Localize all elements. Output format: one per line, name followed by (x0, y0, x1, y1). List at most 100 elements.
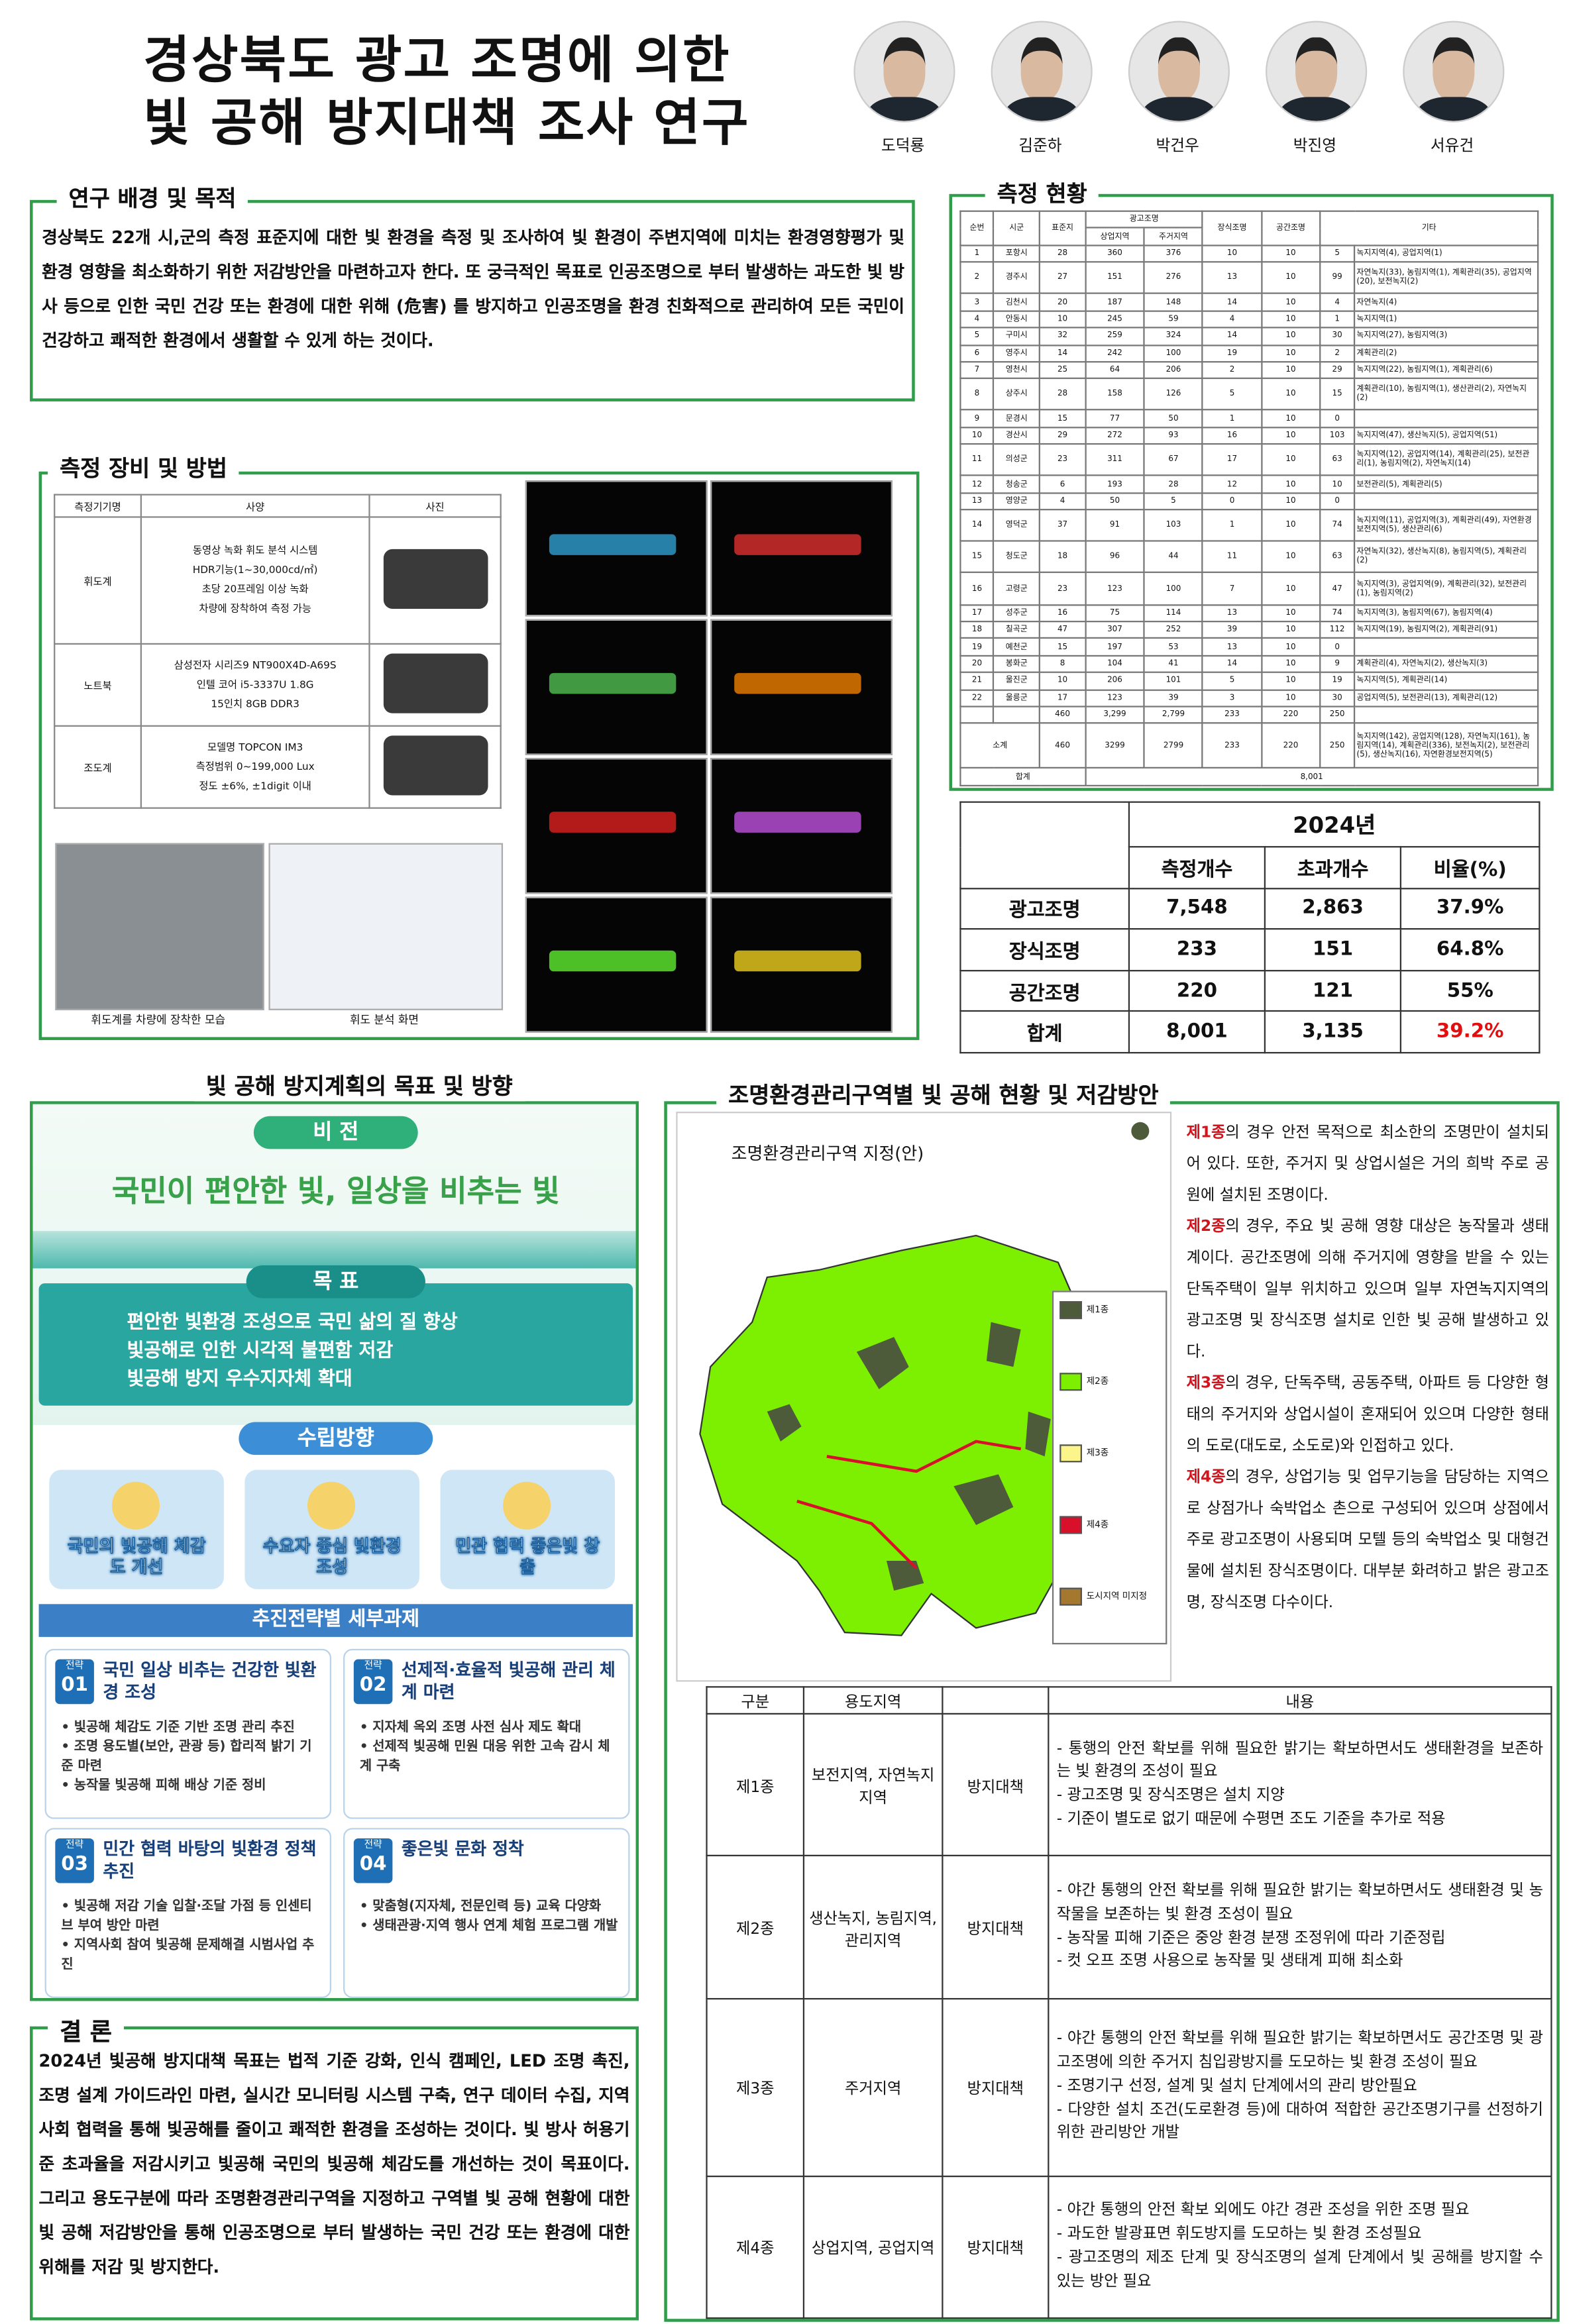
task-title: 국민 일상 비추는 건강한 빛환경 조성 (103, 1659, 317, 1703)
header-cell: 순번 (959, 210, 995, 246)
item: - 광고조명 및 장식조명은 설치 지양 (1056, 1786, 1285, 1805)
cell: 233 (1202, 706, 1262, 725)
cell: 4 (959, 309, 995, 329)
section-title: 연구 배경 및 목적 (56, 182, 248, 214)
cell: 25 (1038, 360, 1087, 380)
cell: 12 (959, 475, 995, 494)
cell: 영천시 (993, 360, 1041, 380)
legend-item: 제2종 (1059, 1373, 1109, 1391)
zone-label: 제3종 (1186, 1374, 1226, 1393)
cell: 50 (1085, 492, 1145, 511)
cell: 193 (1085, 475, 1145, 494)
zone-text: 의 경우 안전 목적으로 최소한의 조명만이 설치되어 있다. 또한, 주거지 … (1186, 1124, 1549, 1204)
cell: 8 (959, 378, 995, 411)
cell: 151 (1085, 261, 1145, 295)
item: - 통행의 안전 확보를 위해 필요한 밝기는 확보하면서도 생태환경을 보존하… (1056, 1739, 1543, 1781)
cell: 10 (1260, 360, 1321, 380)
zone-text: 의 경우, 상업기능 및 업무기능을 담당하는 지역으로 상점가나 숙박업소 촌… (1186, 1468, 1549, 1612)
photo (382, 653, 488, 713)
task-bullets: 빛공해 저감 기술 입찰·조달 가점 등 인센티브 부여 방안 마련지역사회 참… (61, 1898, 321, 1976)
task-no: 01 (61, 1674, 88, 1697)
zone-table: 구분 용도지역 내용 제1종 보전지역, 자연녹지지역 방지대책 - 통행의 안전 확보를 … (706, 1686, 1552, 2319)
cell: 187 (1085, 293, 1145, 312)
row: 22 울릉군 17 123 39 3 10 30 공업지역(5), 보전관리(13), 계획관리… (959, 688, 1539, 708)
cell: 9 (1319, 655, 1356, 674)
measurement-box (949, 193, 1554, 791)
cell: 상주시 (993, 378, 1041, 411)
cell: 14 (959, 509, 995, 543)
cell: 영덕군 (993, 509, 1041, 543)
item: - 기준이 별도로 없기 때문에 수평면 조도 기준을 추가로 적용 (1056, 1810, 1446, 1828)
caption: 휘도계를 차량에 장착한 모습 (91, 1013, 226, 1027)
cell: 3,299 (1085, 706, 1145, 725)
direction-text: 국민의 빛공해 체감도 개선 (67, 1535, 206, 1577)
row: 제1종 보전지역, 자연녹지지역 방지대책 - 통행의 안전 확보를 위해 필요한 밝… (706, 1713, 1552, 1857)
photo (710, 480, 893, 617)
map-title: 조명환경관리구역 지정(안) (731, 1143, 924, 1164)
header-row: 상업지역 주거지역 (960, 227, 1538, 246)
grand-total-row: 합계 8,001 (959, 767, 1539, 786)
task-label: 전략 (66, 1659, 84, 1671)
cell: 64.8% (1400, 928, 1541, 971)
task-title: 좋은빛 문화 정착 (401, 1838, 524, 1860)
header-cell: 용도지역 (802, 1686, 944, 1715)
city-band (32, 1231, 636, 1269)
header-cell: 공간조명 (1260, 210, 1321, 246)
specs: 모델명 TOPCON IM3 측정범위 0~199,000 Lux 정도 ±6%, … (140, 725, 370, 809)
legend-swatch (1059, 1587, 1082, 1606)
year: 2024년 (1128, 801, 1541, 848)
spec: 정도 ±6%, ±1digit 이내 (199, 779, 311, 792)
task-bullet: 지자체 옥외 조명 사전 심사 제도 확대 (360, 1719, 620, 1738)
empty-cell (1353, 409, 1539, 429)
cell: 242 (1085, 344, 1145, 363)
cell: 272 (1085, 426, 1145, 445)
cell: 67 (1143, 443, 1204, 477)
legend-item: 제1종 (1059, 1301, 1109, 1320)
empty-cell (1353, 706, 1539, 725)
legend-swatch (1059, 1444, 1082, 1463)
row: 광고조명 7,548 2,863 37.9% (959, 887, 1541, 930)
cell: 10 (1260, 572, 1321, 606)
cell: 3 (1202, 688, 1262, 708)
cell: 197 (1085, 637, 1145, 657)
cell: 14 (1202, 655, 1262, 674)
task: 전략 01 국민 일상 비추는 건강한 빛환경 조성빛공해 체감도 기준 기반 조명… (44, 1648, 332, 1819)
header-cell: 내용 (1048, 1686, 1552, 1715)
vision: 국민이 편안한 빛, 일상을 비추는 빛 (111, 1173, 560, 1209)
cell: 2799 (1143, 722, 1204, 769)
cell: 460 (1038, 706, 1087, 725)
row: 20 봉화군 8 104 41 14 10 9 계획관리(4), 자연녹지(2), 생산녹지(3… (959, 655, 1539, 674)
cell: 녹지지역(3), 공업지역(9), 계획관리(32), 보전관리(1), 농림지… (1353, 572, 1539, 606)
task-label: 전략 (364, 1838, 382, 1850)
task-number: 전략 04 (353, 1838, 393, 1883)
row: 6 영주시 14 242 100 19 10 2 계획관리(2) (959, 344, 1539, 363)
title: 경상북도 광고 조명에 의한 빛 공해 방지대책 조사 연구 (143, 30, 749, 155)
cell: 30 (1319, 327, 1356, 346)
cell: 3299 (1085, 722, 1145, 769)
task-bullets: 맞춤형(지자체, 전문인력 등) 교육 다양화생태관광·지역 행사 연계 체험 … (360, 1898, 620, 1937)
cell: 10 (1260, 378, 1321, 411)
row: 3 김천시 20 187 148 14 10 4 자연녹지(4) (959, 293, 1539, 312)
area: 주거지역 (802, 1997, 944, 2177)
cell: 17 (1202, 443, 1262, 477)
items: - 야간 통행의 안전 확보 외에도 야간 경관 조성을 위한 조명 필요 - 과… (1048, 2175, 1552, 2319)
legend-label: 제4종 (1086, 1520, 1109, 1530)
cell: 74 (1319, 604, 1356, 623)
cell: 5 (959, 327, 995, 346)
cell: 10 (1260, 541, 1321, 574)
photo (710, 896, 893, 1033)
header-row: 구분 용도지역 내용 (706, 1686, 1552, 1715)
direction-icon (503, 1481, 551, 1530)
task-number: 전략 02 (353, 1659, 393, 1705)
measure: 방지대책 (942, 1713, 1050, 1857)
cell: 2 (959, 261, 995, 295)
empty-cell (942, 1686, 1050, 1715)
cell: 청도군 (993, 541, 1041, 574)
cell: 7 (959, 360, 995, 380)
pill: 수립방향 (239, 1422, 433, 1455)
row: 공간조명 220 121 55% (959, 969, 1541, 1012)
cell: 녹지지역(47), 생산녹지(5), 공업지역(51) (1353, 426, 1539, 445)
cell: 1 (1319, 309, 1356, 329)
cell: 123 (1085, 688, 1145, 708)
